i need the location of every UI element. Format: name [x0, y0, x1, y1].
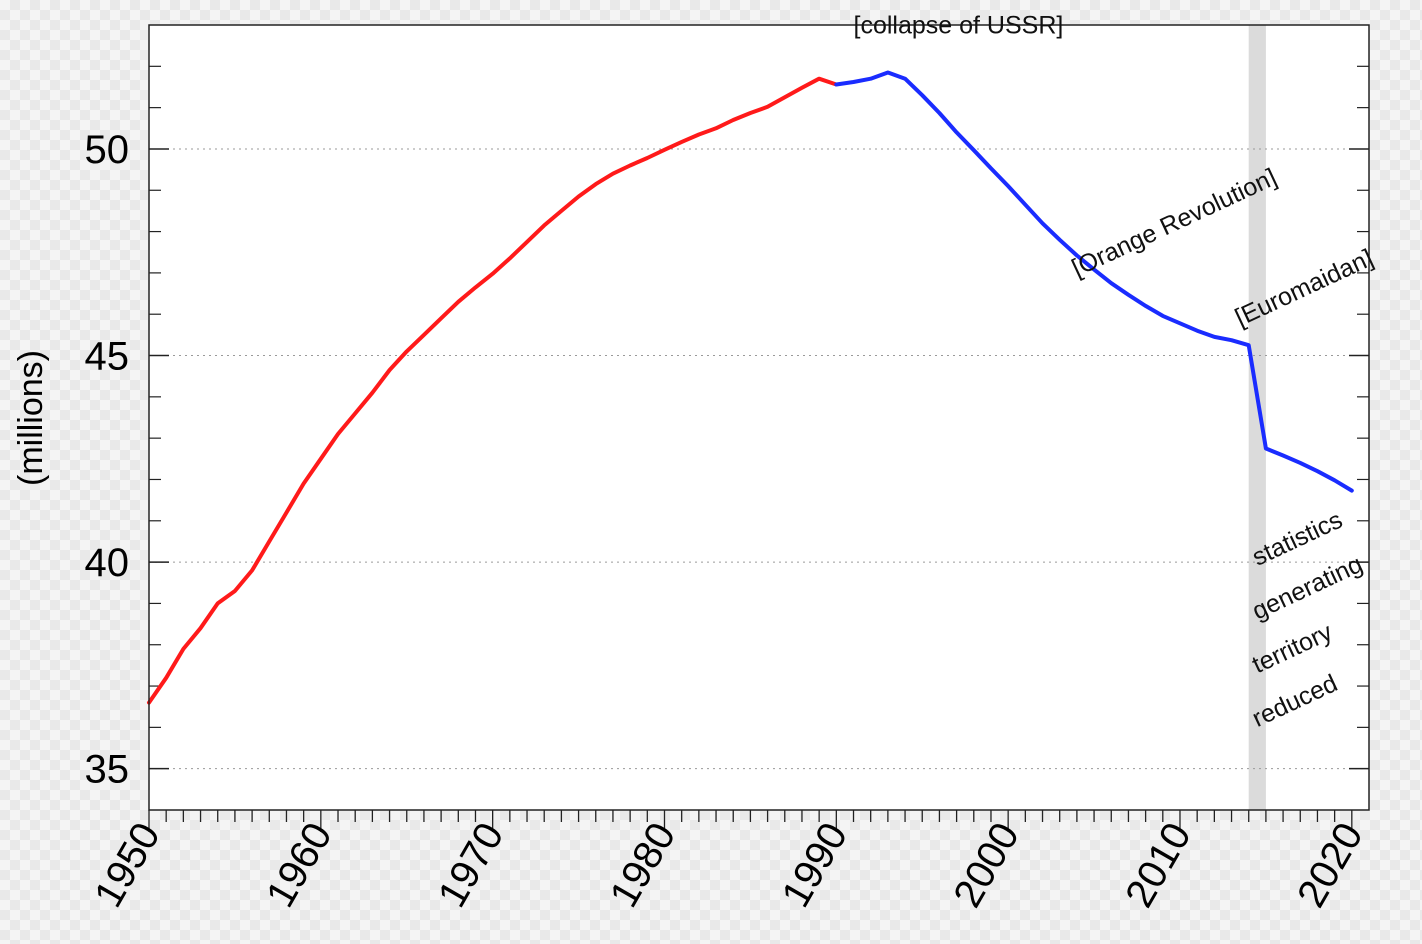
y-tick-label: 45 — [85, 335, 130, 379]
y-tick-label: 35 — [85, 748, 130, 792]
minor-tick-layer — [149, 65, 1369, 728]
x-tick-label: 1950 — [86, 816, 169, 915]
x-tick-label: 1990 — [774, 816, 857, 915]
x-tick-label: 2010 — [1117, 816, 1200, 915]
x-tick-label: 2020 — [1289, 816, 1372, 915]
shaded-region — [1248, 25, 1266, 810]
annotation-label: [collapse of USSR] — [854, 11, 1064, 39]
y-tick-layer: 35 40 45 50 — [85, 128, 1369, 792]
x-tick-label: 2000 — [945, 816, 1028, 915]
plot-frame — [148, 24, 1370, 811]
y-axis-title: (millions) — [12, 350, 50, 486]
series-line-1 — [147, 76, 839, 705]
series-line-2 — [834, 70, 1354, 493]
x-tick-label: 1970 — [430, 816, 513, 915]
x-tick-label: 1980 — [602, 816, 685, 915]
shaded-region-layer — [1248, 25, 1266, 810]
series-layer — [147, 70, 1354, 705]
y-tick-label: 40 — [85, 541, 130, 585]
x-tick-label: 1960 — [258, 816, 341, 915]
x-tick-layer: 1950 1960 1970 1980 1990 2000 2010 2020 — [86, 810, 1372, 915]
y-tick-label: 50 — [85, 128, 130, 172]
plot-background — [149, 25, 1369, 810]
